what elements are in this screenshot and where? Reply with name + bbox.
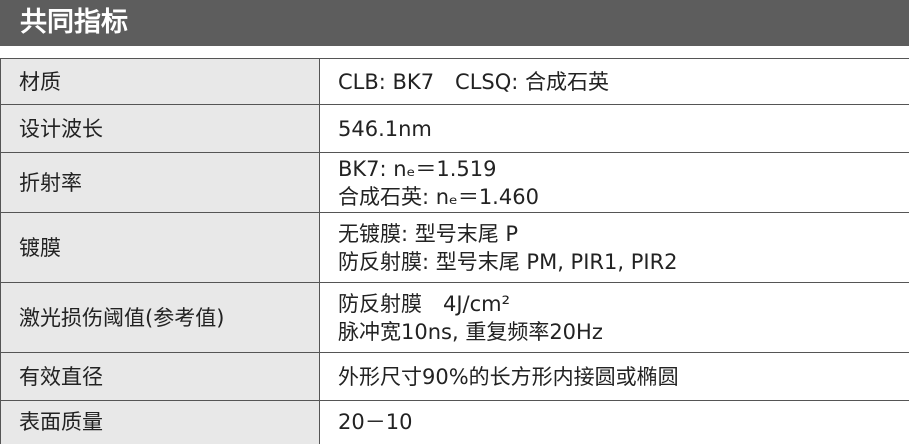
- value-line: 防反射膜 4J/cm²: [338, 290, 909, 318]
- value-line: 20－10: [338, 408, 909, 436]
- row-label: 激光损伤阈值(参考值): [1, 283, 320, 353]
- row-label: 设计波长: [1, 105, 320, 153]
- table-row: 表面质量 20－10: [1, 401, 909, 444]
- row-label: 折射率: [1, 153, 320, 213]
- table-row: 设计波长 546.1nm: [1, 105, 909, 153]
- table-row: 有效直径外形尺寸90%的长方形内接圆或椭圆: [1, 353, 909, 401]
- table-row: 材质 CLB: BK7 CLSQ: 合成石英: [1, 59, 909, 105]
- value-line: 外形尺寸90%的长方形内接圆或椭圆: [338, 363, 909, 391]
- value-line: CLB: BK7 CLSQ: 合成石英: [338, 68, 909, 96]
- row-value: 外形尺寸90%的长方形内接圆或椭圆: [320, 353, 909, 401]
- row-value: 20－10: [320, 401, 909, 444]
- value-line: 546.1nm: [338, 115, 909, 143]
- value-line: 防反射膜: 型号末尾 PM, PIR1, PIR2: [338, 248, 909, 276]
- value-line: 合成石英: nₑ＝1.460: [338, 183, 909, 211]
- row-value: CLB: BK7 CLSQ: 合成石英: [320, 59, 909, 105]
- row-value: 546.1nm: [320, 105, 909, 153]
- row-label: 表面质量: [1, 401, 320, 444]
- value-line: 无镀膜: 型号末尾 P: [338, 220, 909, 248]
- section-title: 共同指标: [0, 0, 909, 46]
- row-label: 材质: [1, 59, 320, 105]
- row-label: 镀膜: [1, 213, 320, 283]
- row-label: 有效直径: [1, 353, 320, 401]
- value-line: BK7: nₑ＝1.519: [338, 155, 909, 183]
- value-line: 脉冲宽10ns, 重复频率20Hz: [338, 318, 909, 346]
